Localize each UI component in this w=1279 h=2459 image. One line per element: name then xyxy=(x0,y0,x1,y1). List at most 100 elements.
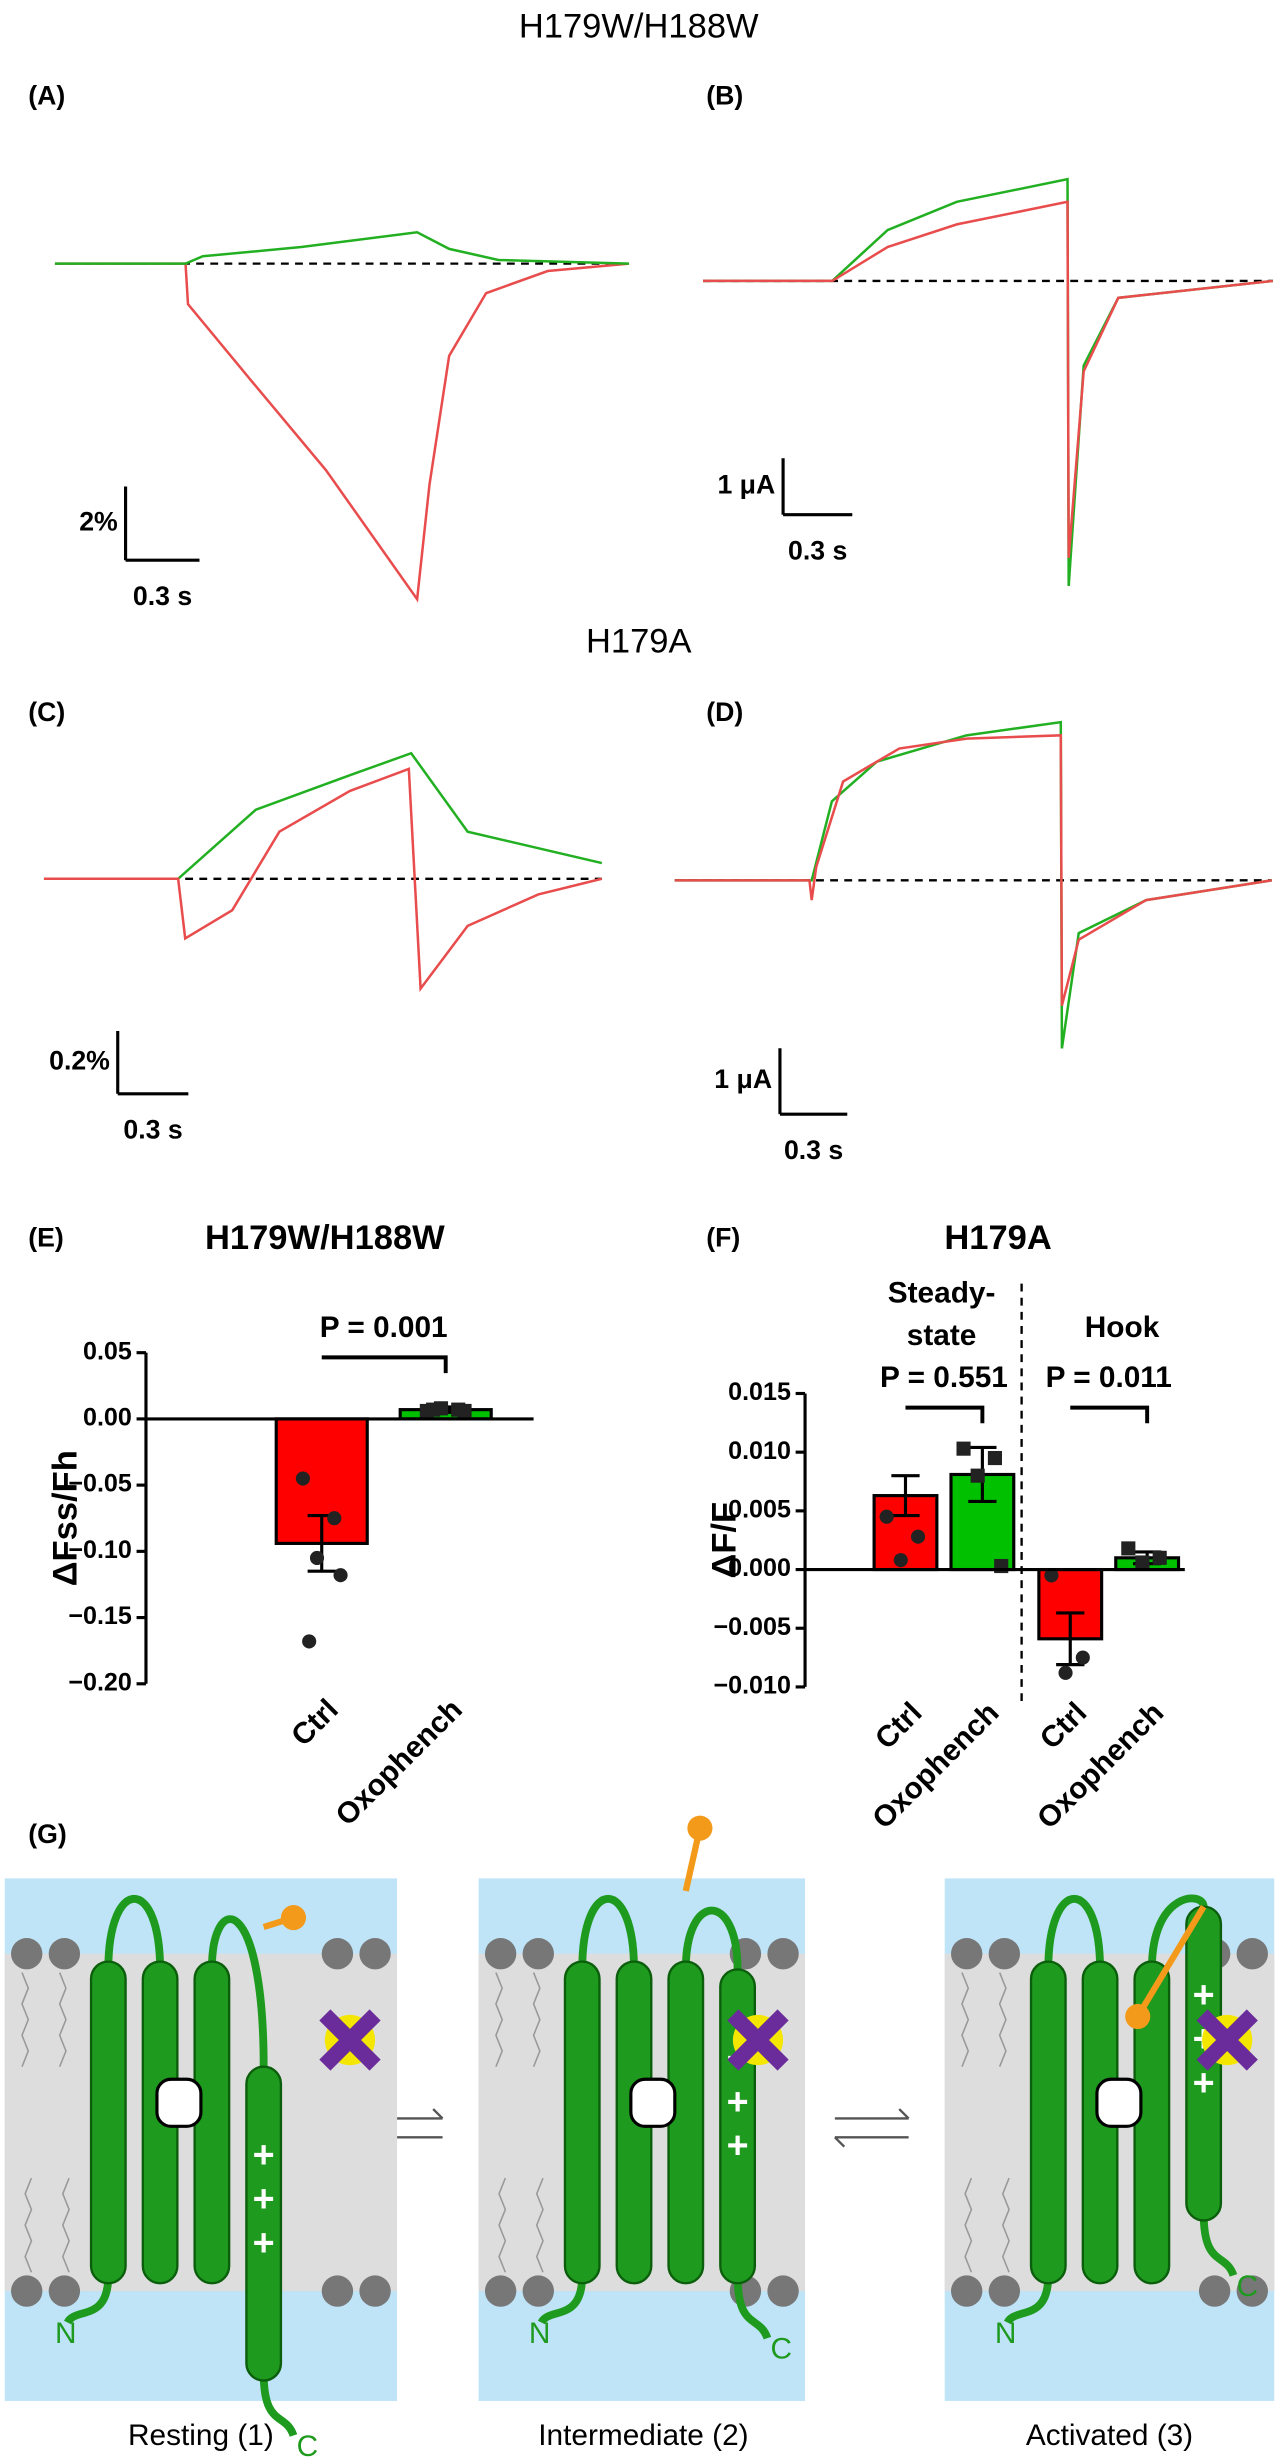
lipid-head xyxy=(988,2275,1021,2307)
lipid-head xyxy=(359,2275,391,2307)
charge: + xyxy=(253,2134,275,2176)
y-tick-label: 0.010 xyxy=(728,1437,791,1465)
terminus-label: C xyxy=(771,2333,793,2366)
state-label: Activated (3) xyxy=(1026,2419,1193,2452)
y-axis-label: ΔF/F xyxy=(706,1502,744,1579)
lipid-head xyxy=(988,1938,1021,1970)
group-label: state xyxy=(907,1319,977,1352)
terminus-label: N xyxy=(995,2317,1017,2350)
data-point xyxy=(1044,1568,1059,1583)
error-bar xyxy=(891,1474,920,1518)
y-tick-label: 0.000 xyxy=(728,1554,791,1582)
scale-label: 0.2% xyxy=(49,1045,110,1075)
panel-label: (C) xyxy=(28,697,65,727)
loop xyxy=(537,1894,772,2340)
lipid-tail xyxy=(532,1972,544,2273)
data-point xyxy=(1152,1550,1167,1565)
trace-line xyxy=(54,230,630,265)
data-point xyxy=(1135,1555,1150,1570)
data-point xyxy=(426,1402,441,1417)
significance-bracket xyxy=(905,1405,985,1424)
lipid-head xyxy=(950,2275,983,2307)
voltage-sensor xyxy=(245,2065,283,2382)
charge: + xyxy=(727,2080,749,2122)
error-bar xyxy=(1056,1611,1085,1667)
terminus-label: N xyxy=(529,2317,551,2350)
lipid-tail xyxy=(961,1972,973,2273)
p-value: P = 0.001 xyxy=(320,1311,448,1344)
lipid-head xyxy=(767,2275,799,2307)
panel-label: (F) xyxy=(706,1223,740,1253)
group-label: Hook xyxy=(1085,1311,1160,1344)
lipid-head xyxy=(767,1938,799,1970)
label-tether xyxy=(1135,1905,1207,2019)
panel-label: (G) xyxy=(28,1819,67,1849)
state-label: Resting (1) xyxy=(128,2419,274,2452)
y-tick-label: −0.005 xyxy=(713,1613,790,1641)
y-axis-label: ΔFss/Fh xyxy=(47,1450,85,1586)
lipid-head xyxy=(522,2275,554,2307)
loop xyxy=(1003,1894,1238,2325)
panel-label: (B) xyxy=(706,80,743,110)
data-point xyxy=(879,1509,894,1524)
fluorophore xyxy=(1125,2003,1151,2030)
terminus-label: C xyxy=(1237,2270,1259,2303)
pore xyxy=(1095,2077,1143,2128)
group-label: Steady- xyxy=(888,1276,996,1309)
charge: + xyxy=(253,2178,275,2220)
data-point xyxy=(893,1553,908,1568)
fluorophore xyxy=(687,1815,713,1841)
data-point xyxy=(309,1550,325,1566)
x-tick-label: Ctrl xyxy=(869,1696,929,1756)
panel-label: (E) xyxy=(28,1223,64,1253)
charge: + xyxy=(727,2124,749,2166)
x-tick-label: Ctrl xyxy=(1034,1696,1094,1756)
scale-label: 0.3 s xyxy=(784,1135,843,1165)
lipid-head xyxy=(522,1938,554,1970)
lipid-head xyxy=(48,1938,81,1970)
helix xyxy=(1029,1960,1067,2285)
helix xyxy=(193,1960,231,2285)
loop xyxy=(64,1894,298,2437)
data-point xyxy=(910,1529,926,1544)
state-label: Intermediate (2) xyxy=(538,2419,748,2452)
scale-label: 0.3 s xyxy=(123,1114,182,1144)
chart-title: H179W/H188W xyxy=(205,1219,445,1257)
lipid-tail xyxy=(998,1972,1010,2273)
data-point xyxy=(457,1403,472,1419)
lipid-head xyxy=(484,2275,517,2307)
lipid-tail xyxy=(495,1972,507,2273)
blocker xyxy=(727,2009,789,2071)
y-tick-label: 0.005 xyxy=(728,1495,791,1523)
scale-label: 0.3 s xyxy=(133,581,192,611)
lipid-head xyxy=(11,1938,43,1970)
heading: H179A xyxy=(586,623,692,661)
data-point xyxy=(295,1471,310,1486)
data-point xyxy=(987,1450,1002,1466)
lipid-head xyxy=(11,2275,43,2307)
y-tick-label: −0.15 xyxy=(68,1602,132,1630)
lipid-tail xyxy=(21,1972,33,2273)
data-point xyxy=(1058,1665,1073,1680)
lipid-head xyxy=(321,1938,354,1970)
data-point xyxy=(1075,1650,1090,1665)
lipid-head xyxy=(1236,2275,1268,2307)
y-tick-label: 0.015 xyxy=(728,1378,791,1406)
heading: H179W/H188W xyxy=(519,7,759,45)
blocker xyxy=(1196,2009,1258,2071)
charge: + xyxy=(1193,2061,1215,2103)
lipid-tail xyxy=(58,1972,70,2273)
equilibrium-arrow xyxy=(367,2108,910,2148)
trace-line xyxy=(703,200,1273,558)
pore xyxy=(629,2077,677,2128)
lipid-head xyxy=(1236,1938,1268,1970)
helix xyxy=(667,1960,705,2285)
data-point xyxy=(956,1441,971,1456)
pore xyxy=(155,2077,203,2128)
p-value: P = 0.011 xyxy=(1046,1361,1172,1394)
trace-line xyxy=(43,751,603,881)
